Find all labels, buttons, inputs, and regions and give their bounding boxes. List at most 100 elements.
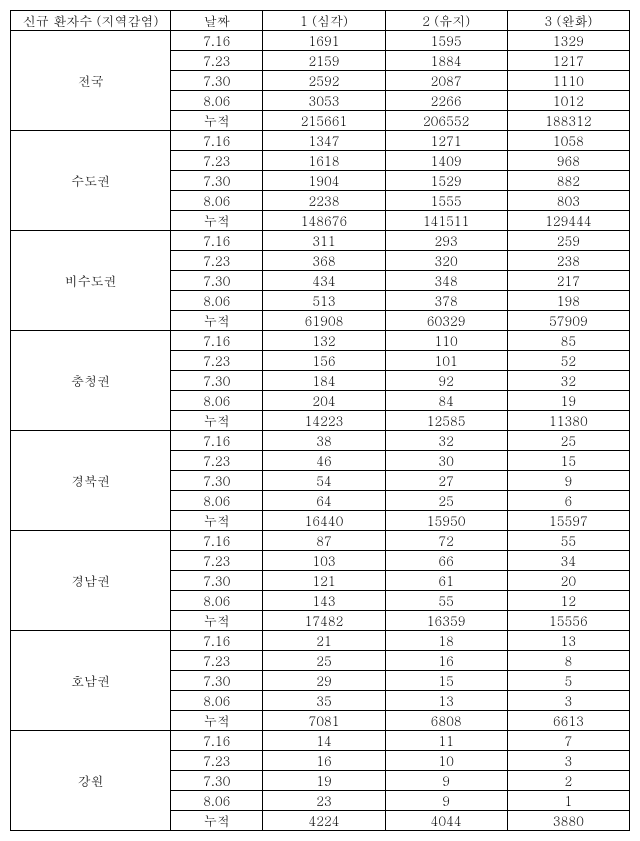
value-cell: 3 (507, 751, 629, 771)
date-cell: 7.16 (171, 131, 263, 151)
value-cell: 6613 (507, 711, 629, 731)
date-cell: 7.30 (171, 171, 263, 191)
value-cell: 348 (385, 271, 507, 291)
value-cell: 92 (385, 371, 507, 391)
header-date: 날짜 (171, 11, 263, 31)
value-cell: 84 (385, 391, 507, 411)
value-cell: 85 (507, 331, 629, 351)
date-cell: 7.30 (171, 471, 263, 491)
value-cell: 12 (507, 591, 629, 611)
header-row: 신규 환자수 (지역감염) 날짜 1 (심각) 2 (유지) 3 (완화) (11, 11, 630, 31)
value-cell: 34 (507, 551, 629, 571)
region-cell: 호남권 (11, 631, 171, 731)
value-cell: 3053 (263, 91, 385, 111)
value-cell: 1110 (507, 71, 629, 91)
date-cell: 7.23 (171, 451, 263, 471)
value-cell: 13 (385, 691, 507, 711)
date-cell: 7.23 (171, 551, 263, 571)
date-cell: 누적 (171, 611, 263, 631)
value-cell: 7 (507, 731, 629, 751)
value-cell: 3880 (507, 811, 629, 831)
value-cell: 2266 (385, 91, 507, 111)
value-cell: 38 (263, 431, 385, 451)
value-cell: 1012 (507, 91, 629, 111)
value-cell: 16 (385, 651, 507, 671)
date-cell: 8.06 (171, 491, 263, 511)
date-cell: 누적 (171, 211, 263, 231)
value-cell: 46 (263, 451, 385, 471)
value-cell: 32 (385, 431, 507, 451)
value-cell: 11380 (507, 411, 629, 431)
value-cell: 32 (507, 371, 629, 391)
value-cell: 21 (263, 631, 385, 651)
value-cell: 16 (263, 751, 385, 771)
region-cell: 경남권 (11, 531, 171, 631)
value-cell: 16359 (385, 611, 507, 631)
value-cell: 9 (385, 771, 507, 791)
value-cell: 17482 (263, 611, 385, 631)
value-cell: 1409 (385, 151, 507, 171)
table-row: 경북권7.16383225 (11, 431, 630, 451)
region-cell: 충청권 (11, 331, 171, 431)
value-cell: 55 (507, 531, 629, 551)
value-cell: 1058 (507, 131, 629, 151)
value-cell: 143 (263, 591, 385, 611)
date-cell: 7.23 (171, 151, 263, 171)
value-cell: 1329 (507, 31, 629, 51)
value-cell: 1347 (263, 131, 385, 151)
date-cell: 7.16 (171, 31, 263, 51)
value-cell: 19 (507, 391, 629, 411)
date-cell: 7.30 (171, 771, 263, 791)
value-cell: 2238 (263, 191, 385, 211)
value-cell: 87 (263, 531, 385, 551)
value-cell: 132 (263, 331, 385, 351)
value-cell: 72 (385, 531, 507, 551)
value-cell: 15556 (507, 611, 629, 631)
header-col-3: 3 (완화) (507, 11, 629, 31)
date-cell: 8.06 (171, 791, 263, 811)
value-cell: 10 (385, 751, 507, 771)
date-cell: 8.06 (171, 291, 263, 311)
value-cell: 1595 (385, 31, 507, 51)
value-cell: 2087 (385, 71, 507, 91)
value-cell: 217 (507, 271, 629, 291)
value-cell: 215661 (263, 111, 385, 131)
value-cell: 129444 (507, 211, 629, 231)
value-cell: 23 (263, 791, 385, 811)
value-cell: 1217 (507, 51, 629, 71)
value-cell: 7081 (263, 711, 385, 731)
value-cell: 311 (263, 231, 385, 251)
date-cell: 누적 (171, 111, 263, 131)
value-cell: 55 (385, 591, 507, 611)
value-cell: 14 (263, 731, 385, 751)
value-cell: 25 (507, 431, 629, 451)
value-cell: 19 (263, 771, 385, 791)
value-cell: 4224 (263, 811, 385, 831)
table-row: 수도권7.16134712711058 (11, 131, 630, 151)
value-cell: 16440 (263, 511, 385, 531)
date-cell: 8.06 (171, 391, 263, 411)
date-cell: 누적 (171, 311, 263, 331)
value-cell: 156 (263, 351, 385, 371)
value-cell: 25 (263, 651, 385, 671)
value-cell: 15950 (385, 511, 507, 531)
value-cell: 1271 (385, 131, 507, 151)
date-cell: 누적 (171, 511, 263, 531)
date-cell: 8.06 (171, 591, 263, 611)
value-cell: 1904 (263, 171, 385, 191)
table-row: 경남권7.16877255 (11, 531, 630, 551)
value-cell: 1618 (263, 151, 385, 171)
value-cell: 2 (507, 771, 629, 791)
value-cell: 6808 (385, 711, 507, 731)
table-row: 충청권7.1613211085 (11, 331, 630, 351)
date-cell: 7.30 (171, 71, 263, 91)
value-cell: 2592 (263, 71, 385, 91)
value-cell: 882 (507, 171, 629, 191)
date-cell: 누적 (171, 711, 263, 731)
value-cell: 238 (507, 251, 629, 271)
date-cell: 7.16 (171, 231, 263, 251)
value-cell: 3 (507, 691, 629, 711)
value-cell: 8 (507, 651, 629, 671)
value-cell: 434 (263, 271, 385, 291)
value-cell: 64 (263, 491, 385, 511)
